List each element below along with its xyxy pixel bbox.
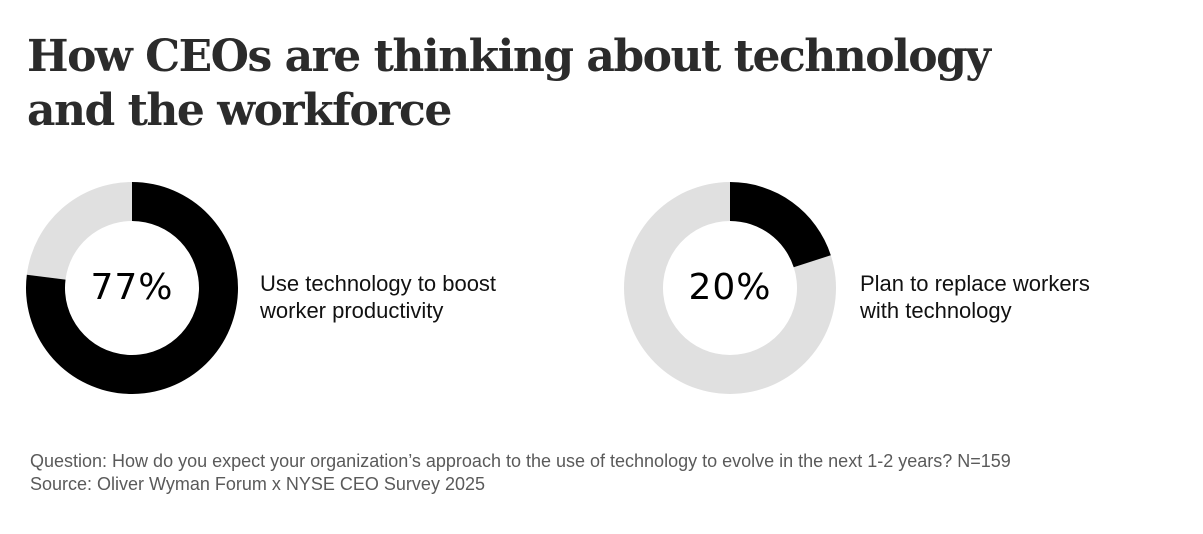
donut-svg-productivity <box>26 182 238 394</box>
donut-svg-replace <box>624 182 836 394</box>
percentage-label-productivity: 77% <box>90 267 174 308</box>
description-replace: Plan to replace workers with technology <box>860 270 1090 324</box>
description-productivity: Use technology to boost worker productiv… <box>260 270 496 324</box>
description-productivity-line-2: worker productivity <box>260 298 444 323</box>
description-replace-line-1: Plan to replace workers <box>860 271 1090 296</box>
donut-chart-productivity: 77% <box>26 182 238 394</box>
donut-slice-replace <box>730 182 831 268</box>
donut-remaining-replace <box>624 182 836 394</box>
description-productivity-line-1: Use technology to boost <box>260 271 497 296</box>
footnote-question: Question: How do you expect your organiz… <box>30 451 1011 471</box>
percentage-label-replace: 20% <box>688 267 772 308</box>
chart-title: How CEOs are thinking about technology a… <box>27 30 1027 138</box>
description-replace-line-2: with technology <box>860 298 1012 323</box>
footnote: Question: How do you expect your organiz… <box>30 450 1011 496</box>
donut-chart-replace: 20% <box>624 182 836 394</box>
chart-title-line-1: How CEOs are thinking about technology <box>27 31 991 82</box>
footnote-source: Source: Oliver Wyman Forum x NYSE CEO Su… <box>30 474 485 494</box>
donut-remaining-productivity <box>26 182 132 280</box>
donut-slice-productivity <box>26 182 238 394</box>
chart-title-line-2: and the workforce <box>27 85 452 136</box>
